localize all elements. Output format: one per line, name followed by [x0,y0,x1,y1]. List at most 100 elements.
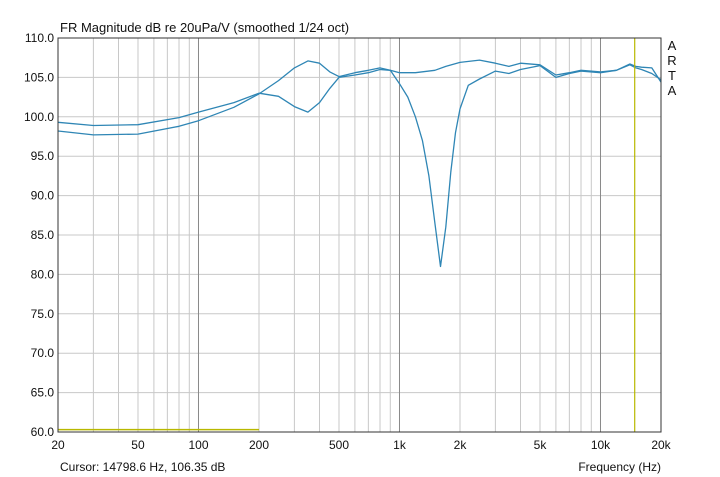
data-point [616,70,617,71]
data-point [641,69,642,70]
data-point [450,171,451,172]
data-point [178,126,179,127]
data-point [422,140,423,141]
x-tick-label: 20 [51,438,65,452]
data-point [354,72,355,73]
data-point [468,85,469,86]
data-point [294,67,295,68]
data-point [440,266,441,267]
data-point [307,111,308,112]
data-point [379,67,380,68]
y-tick-label: 90.0 [31,189,55,203]
x-tick-label: 10k [591,438,611,452]
data-point [354,74,355,75]
x-tick-label: 5k [534,438,548,452]
data-point [520,69,521,70]
data-point [233,102,234,103]
data-point [434,70,435,71]
data-point [407,97,408,98]
data-point [319,63,320,64]
y-tick-label: 110.0 [25,31,54,45]
arta-letter: A [668,83,677,98]
plot-frame [57,37,662,433]
data-point [368,72,369,73]
data-point [415,116,416,117]
data-point [137,134,138,135]
data-point [233,107,234,108]
data-point [555,74,556,75]
data-point [459,108,460,109]
series-line-response-1 [57,63,662,268]
data-point [258,93,259,94]
y-tick-label: 70.0 [31,346,55,360]
data-point [508,66,509,67]
data-point [368,70,369,71]
data-point [93,134,94,135]
y-tick-label: 75.0 [31,307,55,321]
arta-letter: T [668,68,676,83]
data-point [479,59,480,60]
grid-lines [58,37,661,433]
x-tick-label: 500 [329,438,349,452]
x-axis-ticks: 20 50 100 200 500 1k 2k 5k 10k 20k [51,438,671,452]
data-point [600,71,601,72]
data-point [508,73,509,74]
data-point [539,64,540,65]
data-point [635,66,636,67]
data-point [379,69,380,70]
data-point [641,67,642,68]
cursor-readout: Cursor: 14798.6 Hz, 106.35 dB [60,460,225,474]
data-point [399,72,400,73]
data-point [198,111,199,112]
data-point [434,223,435,224]
data-point [455,132,456,133]
x-tick-label: 2k [454,438,468,452]
data-point [445,227,446,228]
data-point [428,175,429,176]
series-line-response-2 [57,59,662,136]
data-point [520,63,521,64]
y-tick-label: 80.0 [31,267,55,281]
x-tick-label: 200 [249,438,269,452]
data-point [329,88,330,89]
data-point [629,64,630,65]
x-tick-label: 20k [651,438,671,452]
chart-title: FR Magnitude dB re 20uPa/V (smoothed 1/2… [60,20,349,35]
data-point [294,106,295,107]
data-point [495,70,496,71]
x-tick-label: 50 [131,438,145,452]
data-point [178,117,179,118]
data-point [137,124,138,125]
y-axis-ticks: 60.0 65.0 70.0 75.0 80.0 85.0 90.0 95.0 100.0 105… [24,31,54,439]
data-point [278,96,279,97]
data-point [93,125,94,126]
data-point [399,83,400,84]
y-tick-label: 95.0 [31,149,55,163]
data-point [495,63,496,64]
y-tick-label: 60.0 [31,425,55,439]
x-tick-label: 100 [188,438,208,452]
arta-letter: A [668,38,677,53]
data-point [338,76,339,77]
data-point [278,80,279,81]
data-point [415,72,416,73]
y-tick-label: 85.0 [31,228,55,242]
data-point [479,78,480,79]
data-point [651,67,652,68]
data-point [459,62,460,63]
data-point [329,71,330,72]
data-point [555,77,556,78]
y-tick-label: 100.0 [24,110,54,124]
data-point [198,120,199,121]
data-point [445,66,446,67]
data-point [635,67,636,68]
y-tick-label: 65.0 [31,386,55,400]
arta-letter: R [667,53,676,68]
series-group [57,59,662,431]
x-tick-label: 1k [393,438,407,452]
data-point [569,72,570,73]
data-point [580,70,581,71]
data-point [390,70,391,71]
y-tick-label: 105.0 [24,70,54,84]
